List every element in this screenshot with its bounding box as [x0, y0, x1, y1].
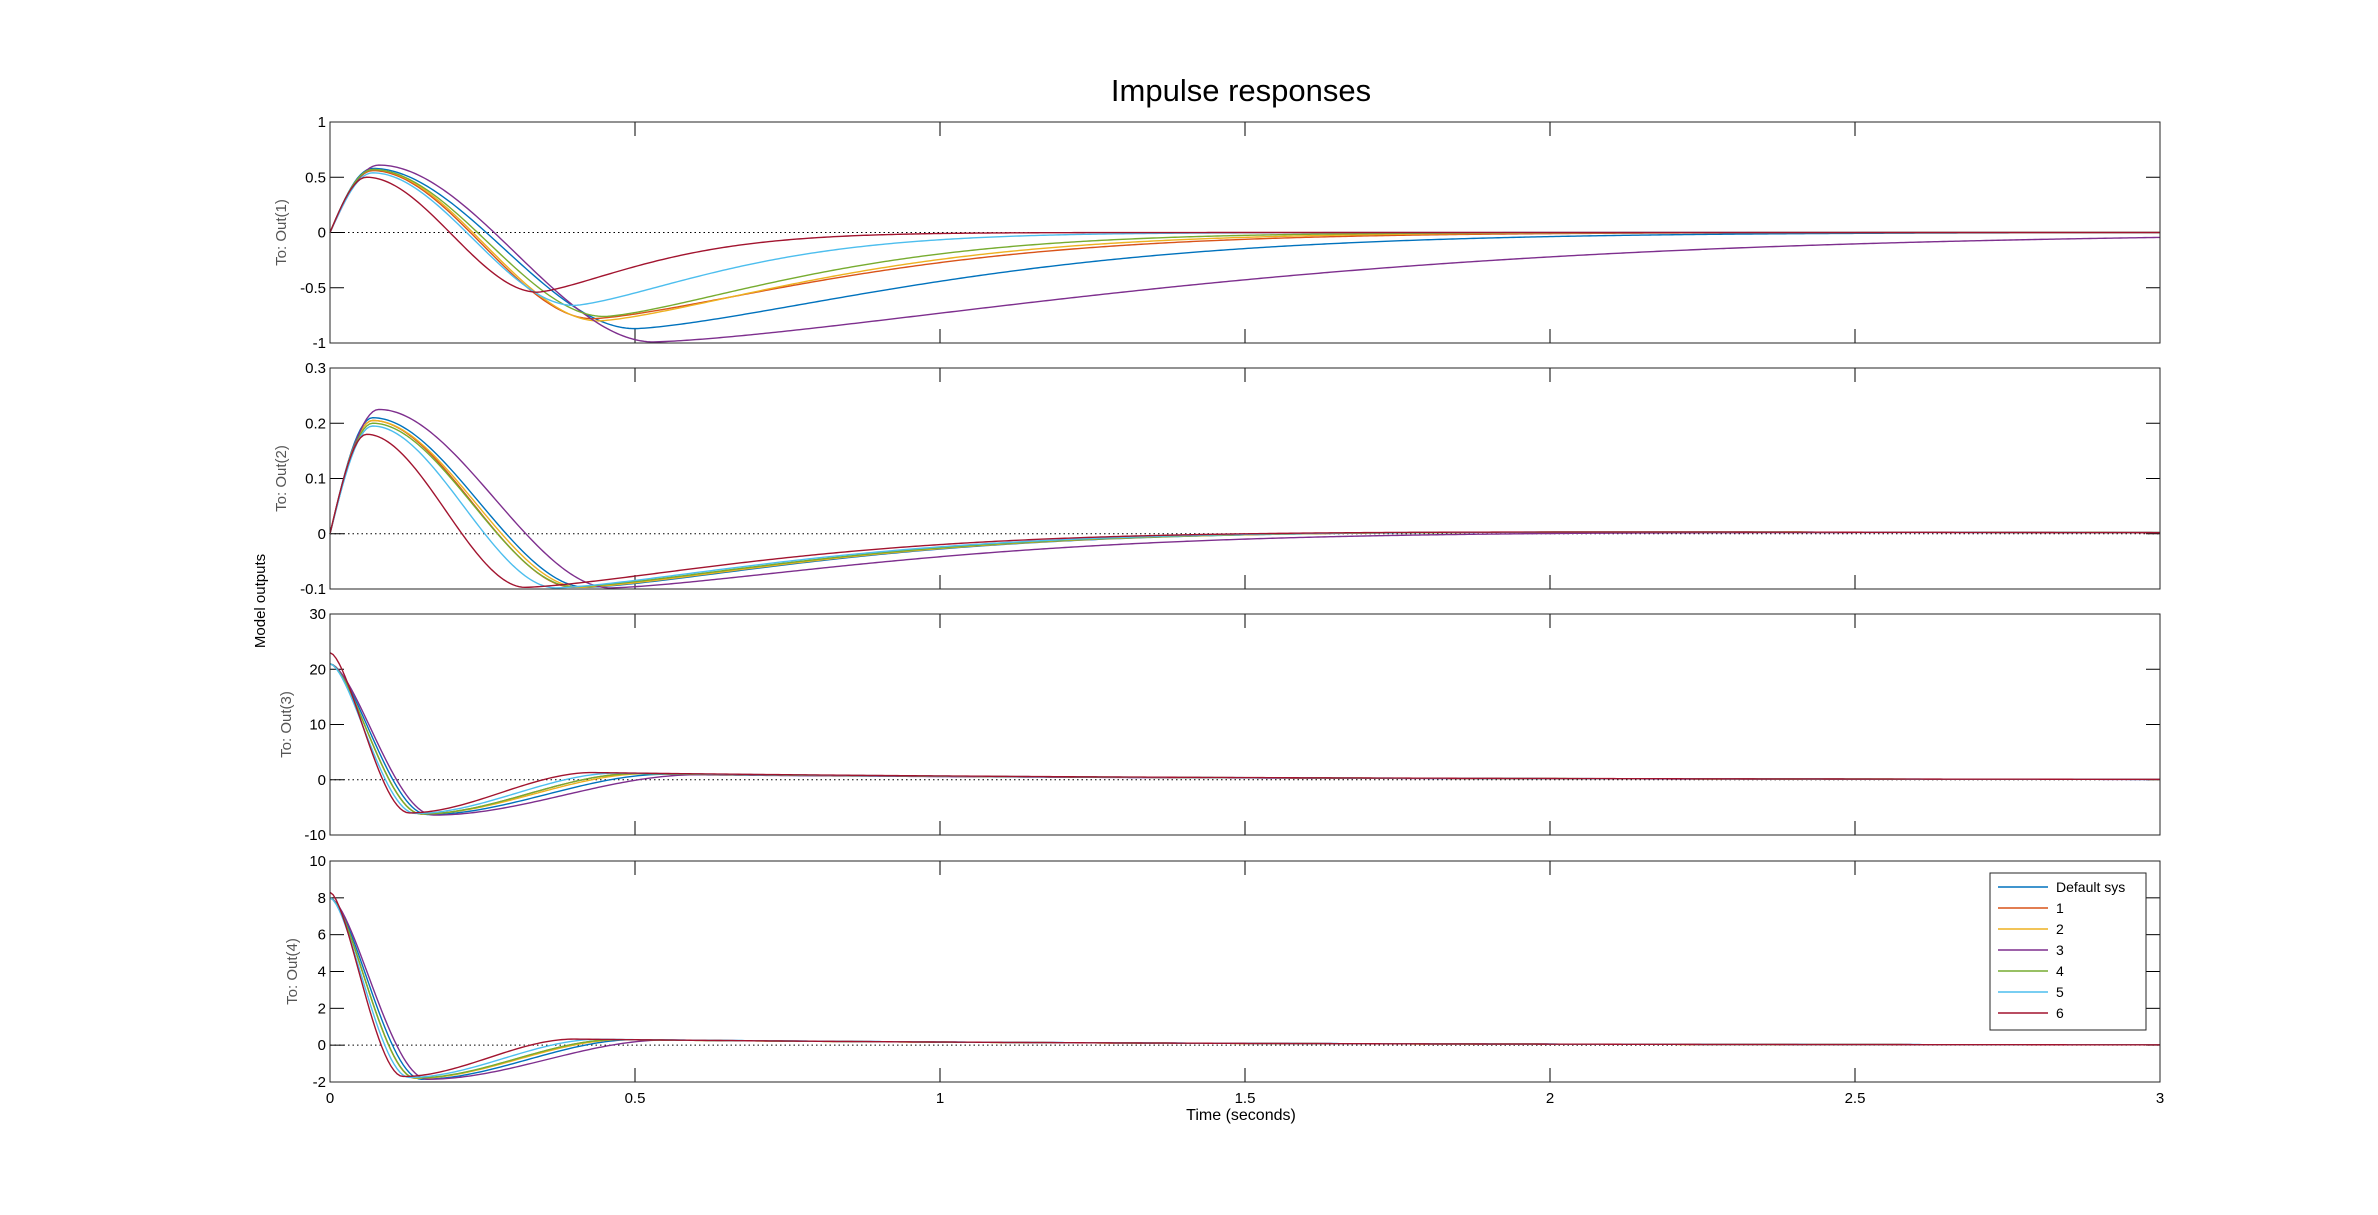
axes-frame	[329, 860, 2161, 1083]
x-tick-label: 3	[2156, 1090, 2164, 1107]
y-tick-label: 0	[318, 1037, 326, 1054]
y-tick-label: 30	[309, 606, 326, 623]
legend-label: 3	[2056, 942, 2064, 958]
subplot-y-label: To: Out(3)	[278, 691, 295, 758]
subplot-3: 30 20 10 0 -10 To: Out(3)	[278, 606, 2161, 844]
legend-label: 5	[2056, 984, 2064, 1000]
axes-frame	[329, 613, 2161, 836]
y-tick-label: 8	[318, 890, 326, 907]
subplot-y-label: To: Out(4)	[284, 938, 301, 1005]
subplot-y-label: To: Out(2)	[273, 445, 290, 512]
axes-frame	[329, 367, 2161, 590]
subplot-2: 0.3 0.2 0.1 0 -0.1 To: Out(2)	[273, 360, 2161, 598]
y-tick-label: 0.3	[305, 360, 326, 377]
x-tick-label: 0.5	[625, 1090, 646, 1107]
y-tick-label: 10	[309, 853, 326, 870]
y-tick-label: 4	[318, 964, 326, 981]
subplot-1: 1 0.5 0 -0.5 -1 To: Out(1)	[273, 114, 2161, 352]
x-axis-label: Time (seconds)	[1186, 1107, 1296, 1124]
y-tick-label: -0.1	[300, 581, 326, 598]
legend: Default sys 1 2 3 4 5 6	[1989, 872, 2147, 1031]
y-tick-label: 20	[309, 661, 326, 678]
subplot-y-label: To: Out(1)	[273, 199, 290, 266]
axes-frame	[329, 121, 2161, 344]
legend-label: Default sys	[2056, 879, 2125, 895]
x-tick-label: 1.5	[1235, 1090, 1256, 1107]
y-tick-label: -0.5	[300, 280, 326, 297]
plot-area	[330, 614, 2160, 835]
series-line-6	[329, 433, 2160, 589]
y-tick-label: 6	[318, 927, 326, 944]
y-tick-label: 0.2	[305, 415, 326, 432]
y-tick-label: -2	[313, 1074, 326, 1091]
x-tick-label: 0	[326, 1090, 334, 1107]
chart-title: Impulse responses	[1111, 73, 1371, 108]
y-tick-label: 0.1	[305, 471, 326, 488]
y-tick-label: 0	[318, 772, 326, 789]
legend-label: 2	[2056, 921, 2064, 937]
y-axis-label: Model outputs	[252, 554, 269, 648]
series-line-default-sys	[329, 167, 2160, 330]
plot-area	[330, 861, 2160, 1082]
y-tick-label: 2	[318, 1000, 326, 1017]
y-tick-label: 0	[318, 526, 326, 543]
x-tick-label: 1	[936, 1090, 944, 1107]
legend-box	[1989, 872, 2147, 1031]
y-tick-label: 0.5	[305, 169, 326, 186]
x-tick-label: 2.5	[1845, 1090, 1866, 1107]
y-tick-label: -10	[304, 827, 326, 844]
legend-label: 1	[2056, 900, 2064, 916]
plot-area	[330, 368, 2160, 589]
legend-label: 4	[2056, 963, 2064, 979]
y-tick-label: -1	[313, 335, 326, 352]
series-line-6	[329, 652, 2161, 814]
x-tick-label: 2	[1546, 1090, 1554, 1107]
series-line-6	[329, 891, 2160, 1078]
y-tick-label: 0	[318, 225, 326, 242]
y-tick-label: 1	[318, 114, 326, 131]
legend-label: 6	[2056, 1005, 2064, 1021]
y-tick-label: 10	[309, 717, 326, 734]
series-line-3	[329, 164, 2161, 343]
series-line-6	[329, 176, 2160, 293]
